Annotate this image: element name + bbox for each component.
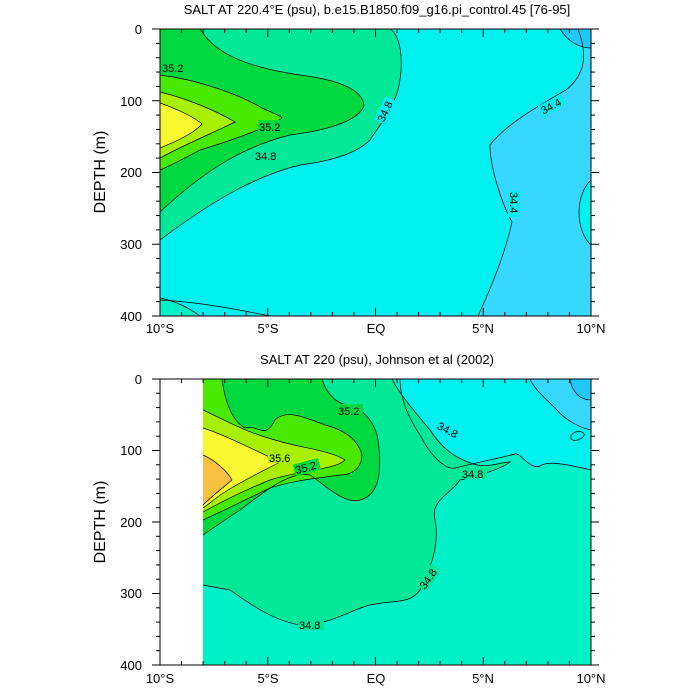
- bot-label-35-2a: 35.2: [338, 406, 359, 418]
- bot-label-35-2b: 35.2: [294, 460, 318, 477]
- bottom-y-axis-label: DEPTH (m): [92, 481, 109, 564]
- top-label-34-8a: 34.8: [255, 151, 276, 163]
- top-chart-title: SALT AT 220.4°E (psu), b.e15.B1850.f09_g…: [184, 2, 571, 17]
- top-x-tick-10n: 10°N: [576, 321, 605, 336]
- top-contour-34-4b: [578, 179, 591, 246]
- bottom-panel: SALT AT 220 (psu), Johnson et al (2002): [92, 352, 606, 686]
- bot-x-tick-eq: EQ: [367, 671, 386, 686]
- bot-x-tick-10s: 10°S: [146, 671, 175, 686]
- top-contour-35-0: [160, 29, 365, 213]
- top-fill-35-6: [160, 103, 202, 148]
- top-fill-34-8-sw: [160, 298, 200, 316]
- bot-y-tick-100: 100: [120, 443, 142, 458]
- top-y-axis-label: DEPTH (m): [92, 131, 109, 214]
- bot-contour-35-8: [203, 454, 233, 506]
- top-label-35-2b: 35.2: [259, 122, 280, 134]
- bot-contour-35-6: [203, 427, 281, 509]
- top-contour-35-4: [160, 91, 236, 159]
- top-label-34-4b: 34.4: [507, 192, 519, 213]
- bot-contour-34-6: [399, 379, 591, 471]
- top-contour-34-6: [160, 297, 201, 316]
- bottom-chart-title: SALT AT 220 (psu), Johnson et al (2002): [260, 352, 494, 367]
- top-fill-34-4-east: [579, 180, 591, 245]
- bot-contour-34-8: [203, 379, 512, 626]
- bot-fill-34-2: [570, 379, 591, 400]
- top-contour-34-2: [559, 29, 591, 49]
- top-x-tick-10s: 10°S: [146, 321, 175, 336]
- bot-y-tick-0: 0: [135, 372, 142, 387]
- top-y-tick-300: 300: [120, 237, 142, 252]
- bot-fill-35-8: [203, 455, 232, 505]
- bot-fill-34-6-ne: [400, 379, 591, 470]
- top-contour-34-8: [160, 29, 402, 241]
- bot-y-tick-300: 300: [120, 586, 142, 601]
- bot-label-35-6: 35.6: [269, 453, 290, 465]
- top-x-tick-eq: EQ: [367, 321, 386, 336]
- top-ticks: [152, 28, 599, 317]
- top-contour-34-4: [477, 29, 584, 316]
- top-y-tick-0: 0: [135, 22, 142, 37]
- bot-contour-34-4: [529, 379, 591, 431]
- top-y-tick-400: 400: [120, 309, 142, 324]
- bot-contour-35-4: [203, 409, 346, 513]
- top-contour-35-6: [160, 102, 203, 149]
- top-contour-bottom: [160, 299, 271, 316]
- top-panel: SALT AT 220.4°E (psu), b.e15.B1850.f09_g…: [92, 2, 606, 336]
- top-y-tick-200: 200: [120, 165, 142, 180]
- bot-x-tick-5s: 5°S: [257, 671, 278, 686]
- bot-contour-east-blob: [570, 431, 585, 441]
- top-plot-area: [160, 29, 591, 316]
- top-label-35-2a: 35.2: [162, 63, 183, 75]
- top-y-tick-100: 100: [120, 94, 142, 109]
- bot-contour-34-2: [569, 379, 591, 401]
- bottom-ticks: [152, 378, 599, 666]
- bot-label-34-8d: 34.8: [299, 620, 320, 632]
- top-x-tick-5n: 5°N: [472, 321, 494, 336]
- bot-y-tick-400: 400: [120, 658, 142, 673]
- bottom-plot-area: [203, 379, 591, 665]
- bot-contour-35-2: [203, 379, 363, 521]
- bot-y-tick-200: 200: [120, 515, 142, 530]
- bot-x-tick-10n: 10°N: [576, 671, 605, 686]
- top-fill-lt-34-2: [560, 29, 591, 48]
- top-x-tick-5s: 5°S: [257, 321, 278, 336]
- top-contour-35-2: [160, 74, 283, 171]
- bot-x-tick-5n: 5°N: [472, 671, 494, 686]
- bot-label-34-8b: 34.8: [462, 469, 483, 481]
